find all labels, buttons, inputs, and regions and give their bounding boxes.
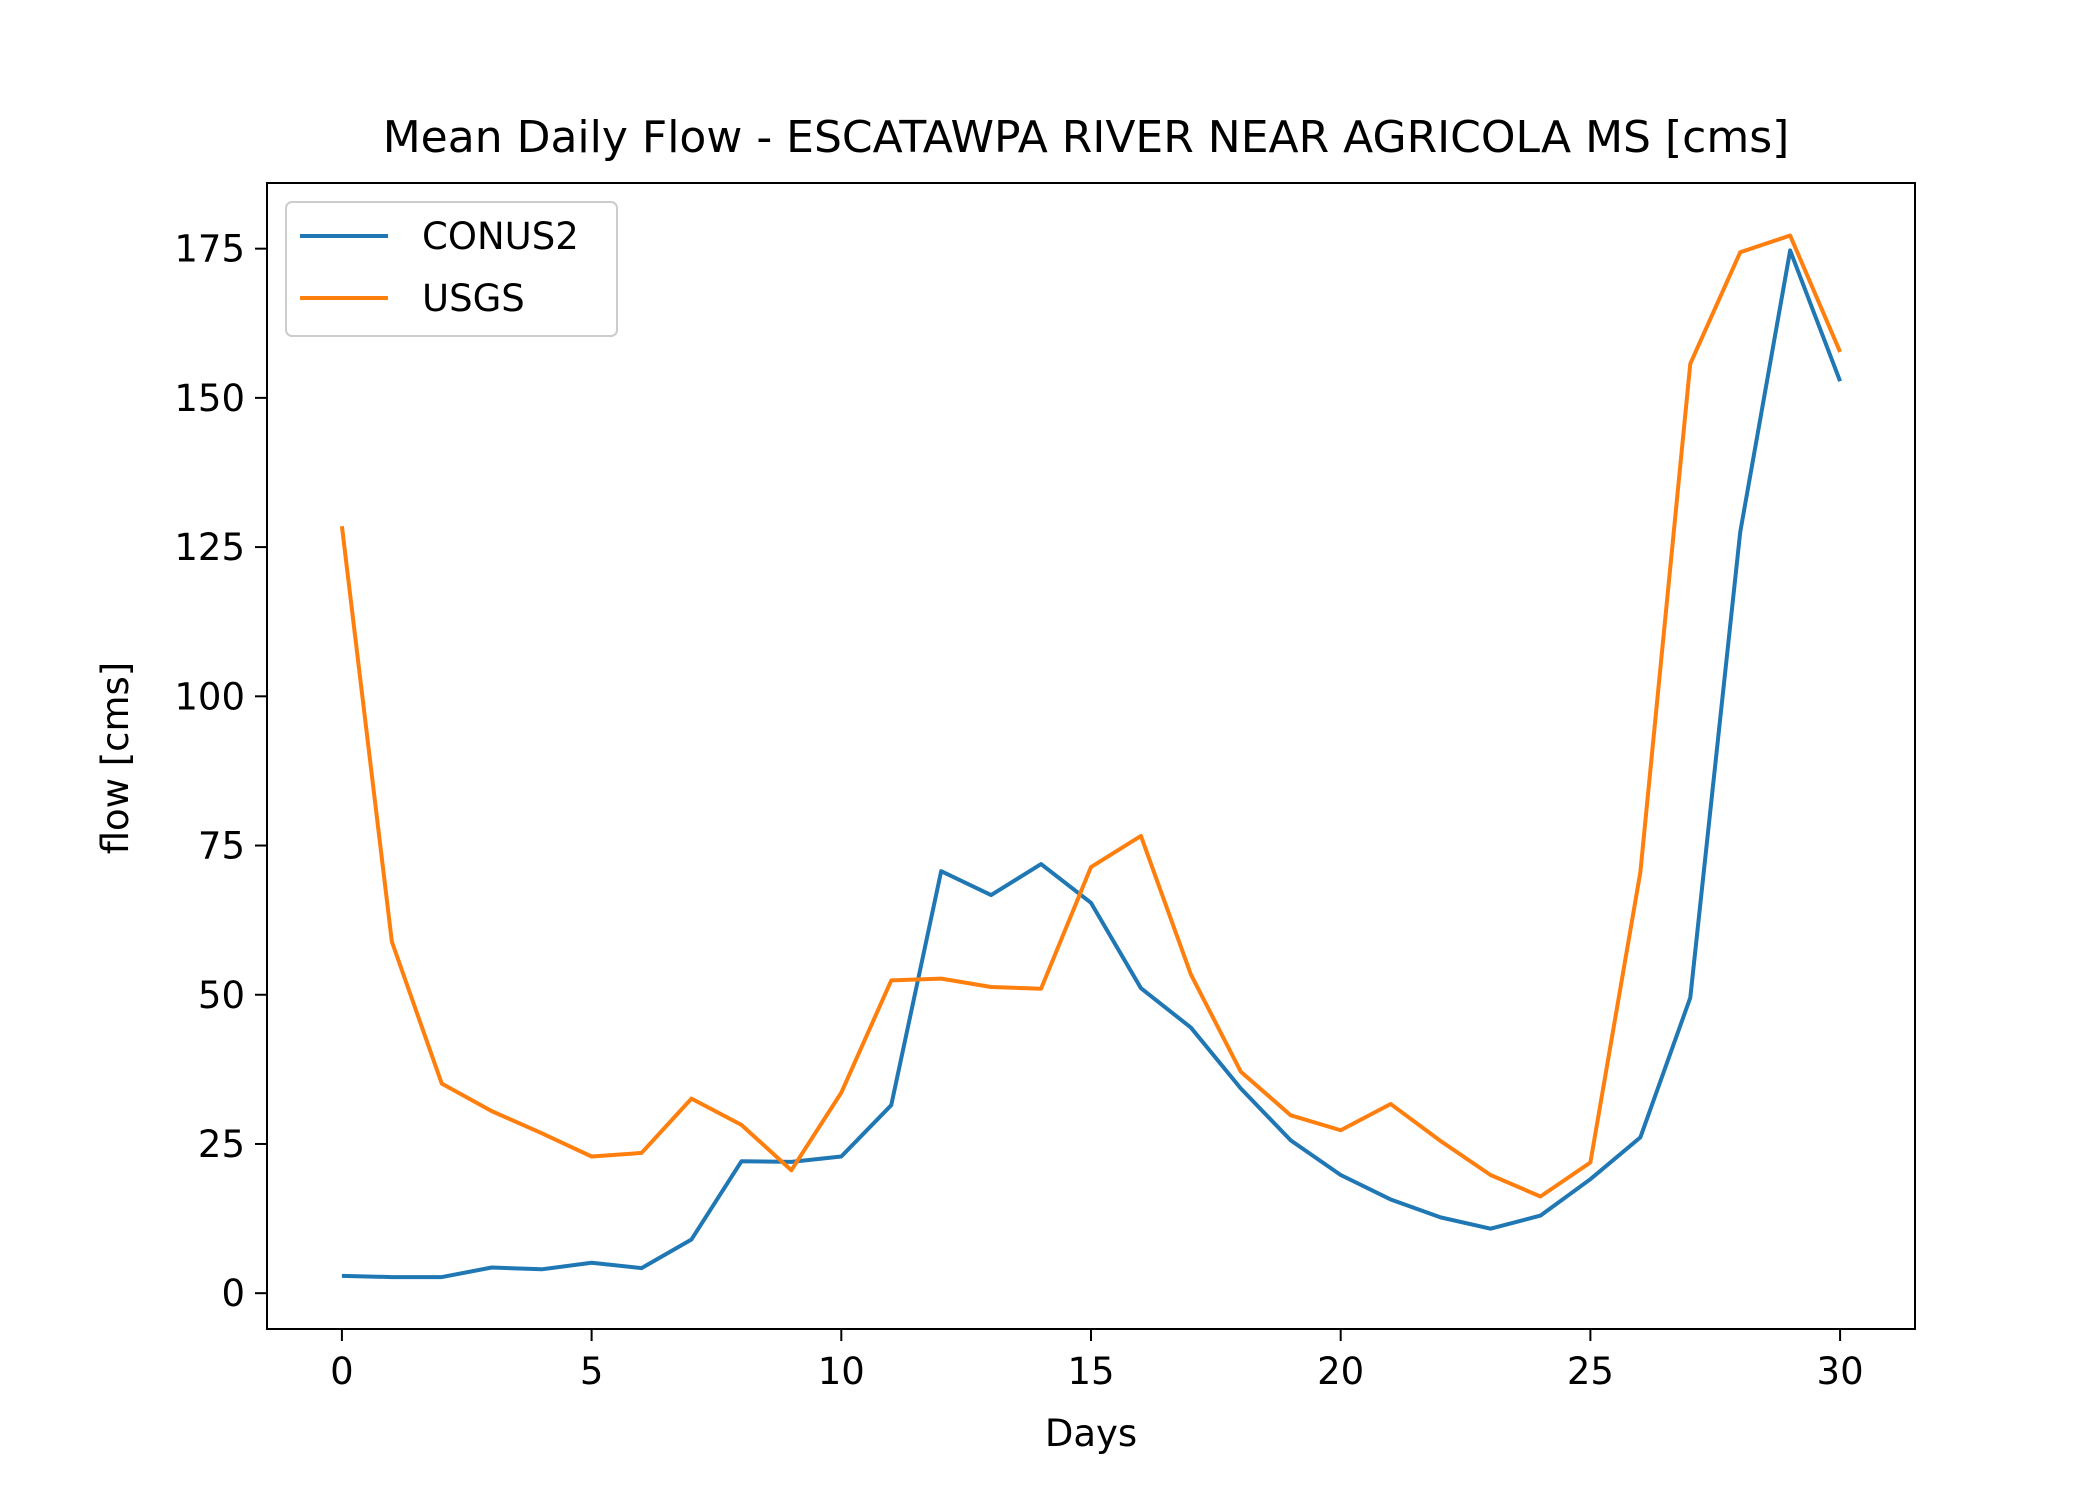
- legend: CONUS2 USGS: [285, 201, 618, 337]
- x-tick-label: 30: [1817, 1350, 1864, 1393]
- x-tick-label: 20: [1317, 1350, 1364, 1393]
- y-tick-label: 150: [174, 377, 245, 420]
- x-tick-label: 5: [580, 1350, 604, 1393]
- x-axis-label: Days: [1045, 1412, 1137, 1455]
- y-tick-label: 25: [198, 1123, 245, 1166]
- x-tick-label: 0: [330, 1350, 354, 1393]
- series-line-usgs: [339, 233, 1842, 1199]
- chart-title: Mean Daily Flow - ESCATAWPA RIVER NEAR A…: [383, 112, 1790, 163]
- y-tick-label: 0: [221, 1272, 245, 1315]
- series-line-conus2: [341, 248, 1842, 1280]
- x-tick-label: 15: [1067, 1350, 1114, 1393]
- y-tick-label: 175: [174, 228, 245, 271]
- y-tick-label: 50: [198, 974, 245, 1017]
- legend-label-usgs: USGS: [422, 277, 525, 320]
- y-tick-label: 125: [174, 526, 245, 569]
- x-tick-label: 25: [1567, 1350, 1614, 1393]
- y-axis-label: flow [cms]: [94, 662, 137, 855]
- y-tick-label: 100: [174, 675, 245, 718]
- x-tick-label: 10: [818, 1350, 865, 1393]
- legend-label-conus2: CONUS2: [422, 215, 579, 258]
- y-tick-label: 75: [198, 825, 245, 868]
